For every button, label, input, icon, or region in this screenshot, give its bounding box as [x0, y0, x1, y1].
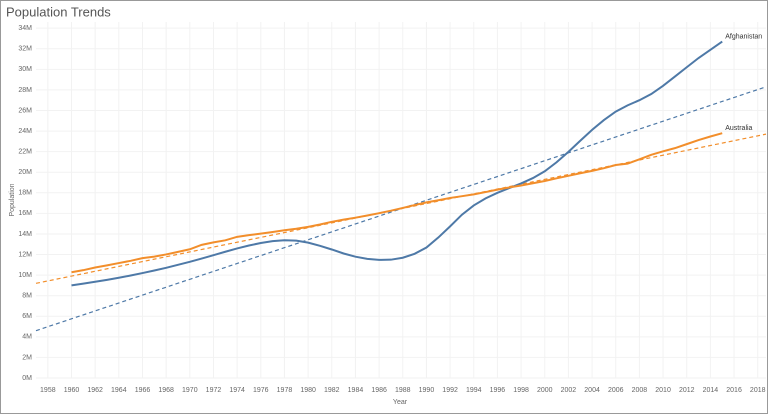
- x-tick-label: 1964: [111, 387, 127, 394]
- x-tick-label: 1996: [490, 387, 506, 394]
- series-line: [71, 40, 723, 287]
- y-tick-label: 22M: [18, 148, 32, 155]
- x-tick-label: 2012: [679, 387, 695, 394]
- x-tick-label: 1990: [419, 387, 435, 394]
- y-tick-label: 28M: [18, 87, 32, 94]
- x-tick-label: 2010: [655, 387, 671, 394]
- x-axis-title: Year: [393, 399, 408, 406]
- x-tick-label: 1958: [40, 387, 56, 394]
- y-tick-label: 4M: [22, 334, 32, 341]
- x-tick-label: 1998: [513, 387, 529, 394]
- y-tick-label: 32M: [18, 46, 32, 53]
- x-tick-label: 1966: [135, 387, 151, 394]
- x-tick-label: 2004: [584, 387, 600, 394]
- x-tick-label: 1982: [324, 387, 340, 394]
- x-tick-label: 2006: [608, 387, 624, 394]
- x-tick-label: 1978: [277, 387, 293, 394]
- x-tick-label: 1986: [371, 387, 387, 394]
- y-tick-label: 12M: [18, 251, 32, 258]
- y-tick-label: 10M: [18, 272, 32, 279]
- x-tick-label: 1994: [466, 387, 482, 394]
- x-tick-label: 1976: [253, 387, 269, 394]
- chart-title: Population Trends: [6, 4, 111, 19]
- x-tick-label: 1960: [64, 387, 80, 394]
- y-tick-label: 0M: [22, 375, 32, 382]
- y-tick-label: 18M: [18, 190, 32, 197]
- series-line: [71, 132, 723, 274]
- series-label: Afghanistan: [725, 33, 762, 40]
- x-tick-label: 2008: [632, 387, 648, 394]
- x-tick-label: 1980: [300, 387, 316, 394]
- x-tick-label: 1972: [206, 387, 222, 394]
- y-tick-label: 6M: [22, 313, 32, 320]
- x-tick-label: 1968: [158, 387, 174, 394]
- x-tick-label: 2002: [561, 387, 577, 394]
- x-tick-label: 2016: [726, 387, 742, 394]
- trend-line: [35, 86, 767, 332]
- y-tick-label: 16M: [18, 210, 32, 217]
- x-tick-label: 1992: [442, 387, 458, 394]
- y-axis-title: Population: [9, 183, 16, 216]
- y-tick-label: 2M: [22, 354, 32, 361]
- y-tick-label: 8M: [22, 293, 32, 300]
- x-tick-label: 1988: [395, 387, 411, 394]
- x-tick-label: 2000: [537, 387, 553, 394]
- y-tick-label: 24M: [18, 128, 32, 135]
- x-tick-label: 2014: [703, 387, 719, 394]
- series-label: Australia: [725, 125, 752, 132]
- y-tick-label: 20M: [18, 169, 32, 176]
- x-tick-label: 2018: [750, 387, 766, 394]
- x-tick-label: 1970: [182, 387, 198, 394]
- x-tick-label: 1984: [348, 387, 364, 394]
- y-tick-label: 30M: [18, 66, 32, 73]
- x-tick-label: 1962: [87, 387, 103, 394]
- x-tick-label: 1974: [229, 387, 245, 394]
- y-tick-label: 34M: [18, 25, 32, 32]
- y-tick-label: 26M: [18, 107, 32, 114]
- y-tick-label: 14M: [18, 231, 32, 238]
